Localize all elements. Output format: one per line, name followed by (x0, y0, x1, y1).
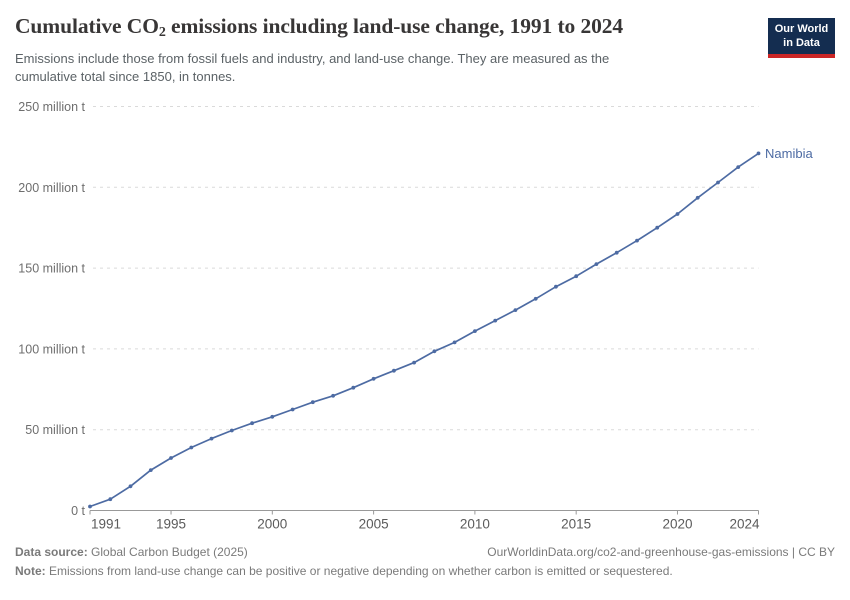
data-point[interactable] (310, 400, 315, 405)
data-point[interactable] (290, 407, 295, 412)
x-axis-tick-label: 2015 (561, 517, 591, 532)
data-source-label: Data source: (15, 545, 88, 559)
data-point[interactable] (594, 262, 599, 266)
title-subscript: 2 (158, 25, 166, 40)
footer-note: Note: Emissions from land-use change can… (15, 564, 835, 578)
data-point[interactable] (412, 360, 416, 365)
data-source-value: Global Carbon Budget (2025) (87, 545, 248, 559)
x-axis-tick-label: 1995 (156, 517, 186, 532)
note-label: Note: (15, 564, 46, 578)
data-point[interactable] (229, 428, 234, 433)
owid-logo-line1: Our World (774, 23, 829, 35)
data-point[interactable] (554, 284, 558, 289)
data-point[interactable] (675, 212, 680, 216)
y-axis-tick-label: 150 million t (18, 262, 85, 276)
data-point[interactable] (533, 296, 538, 301)
data-point[interactable] (695, 195, 700, 200)
data-point[interactable] (189, 445, 194, 450)
page-title: Cumulative CO2 emissions including land-… (15, 14, 755, 41)
data-point[interactable] (351, 385, 356, 390)
owid-url-link[interactable]: OurWorldinData.org/co2-and-greenhouse-ga… (487, 545, 835, 559)
y-axis-tick-label: 100 million t (18, 342, 85, 356)
data-source: Data source: Global Carbon Budget (2025) (15, 545, 248, 559)
series-end-label[interactable]: Namibia (765, 146, 813, 161)
data-point[interactable] (270, 414, 275, 419)
x-axis-tick-label: 2024 (729, 517, 760, 532)
data-point[interactable] (148, 468, 153, 472)
x-axis-tick-label: 2000 (257, 517, 287, 532)
y-axis-tick-label: 250 million t (18, 100, 85, 114)
data-point[interactable] (209, 436, 214, 441)
title-text: Cumulative CO (15, 14, 159, 38)
data-point[interactable] (250, 421, 255, 426)
data-point[interactable] (432, 349, 437, 354)
y-axis-tick-label: 50 million t (25, 423, 85, 437)
data-point[interactable] (655, 225, 660, 230)
data-point[interactable] (756, 151, 761, 156)
y-axis-tick-label: 0 t (71, 504, 85, 518)
data-point[interactable] (371, 376, 376, 381)
data-point[interactable] (88, 504, 92, 509)
owid-logo-line2: in Data (783, 37, 820, 50)
x-axis-tick-label: 2020 (662, 517, 692, 532)
note-value: Emissions from land-use change can be po… (45, 564, 673, 578)
y-axis-tick-label: 200 million t (18, 181, 85, 195)
data-point[interactable] (331, 393, 335, 398)
series-line[interactable] (89, 152, 760, 508)
data-point[interactable] (736, 165, 741, 170)
data-point[interactable] (128, 484, 133, 489)
data-point[interactable] (716, 180, 720, 185)
footer-row-sources: Data source: Global Carbon Budget (2025)… (15, 545, 835, 559)
chart-header: Cumulative CO2 emissions including land-… (15, 14, 755, 87)
data-point[interactable] (452, 340, 457, 345)
data-point[interactable] (473, 329, 477, 333)
data-point[interactable] (614, 250, 619, 255)
chart-footer: Data source: Global Carbon Budget (2025)… (15, 545, 835, 578)
owid-logo[interactable]: Our World in Data (768, 18, 835, 58)
x-axis-tick-label: 2010 (460, 517, 490, 532)
data-point[interactable] (513, 308, 518, 312)
title-text-rest: emissions including land-use change, 199… (165, 14, 624, 38)
data-point[interactable] (574, 274, 579, 279)
x-axis-tick-label: 2005 (359, 517, 389, 532)
data-point[interactable] (169, 456, 173, 460)
data-point[interactable] (635, 238, 639, 243)
x-axis-tick-label: 1991 (91, 517, 121, 532)
chart-subtitle: Emissions include those from fossil fuel… (15, 51, 610, 85)
data-point[interactable] (108, 497, 113, 502)
data-point[interactable] (493, 318, 498, 323)
data-point[interactable] (392, 368, 396, 373)
